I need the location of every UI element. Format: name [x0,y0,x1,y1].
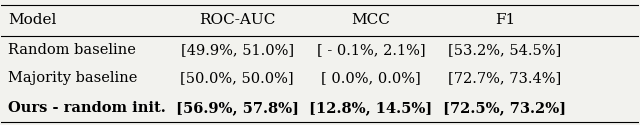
Text: [72.5%, 73.2%]: [72.5%, 73.2%] [444,101,566,115]
Text: [72.7%, 73.4%]: [72.7%, 73.4%] [448,71,561,85]
Text: [12.8%, 14.5%]: [12.8%, 14.5%] [309,101,433,115]
Text: [49.9%, 51.0%]: [49.9%, 51.0%] [180,43,294,57]
Text: F1: F1 [495,13,515,27]
Text: [53.2%, 54.5%]: [53.2%, 54.5%] [448,43,561,57]
Text: [ - 0.1%, 2.1%]: [ - 0.1%, 2.1%] [317,43,426,57]
Text: MCC: MCC [351,13,390,27]
Text: Random baseline: Random baseline [8,43,136,57]
Text: Model: Model [8,13,56,27]
Text: [56.9%, 57.8%]: [56.9%, 57.8%] [175,101,299,115]
Text: Ours - random init.: Ours - random init. [8,101,166,115]
Text: Majority baseline: Majority baseline [8,71,137,85]
Text: [ 0.0%, 0.0%]: [ 0.0%, 0.0%] [321,71,421,85]
Text: ROC-AUC: ROC-AUC [199,13,275,27]
Text: [50.0%, 50.0%]: [50.0%, 50.0%] [180,71,294,85]
